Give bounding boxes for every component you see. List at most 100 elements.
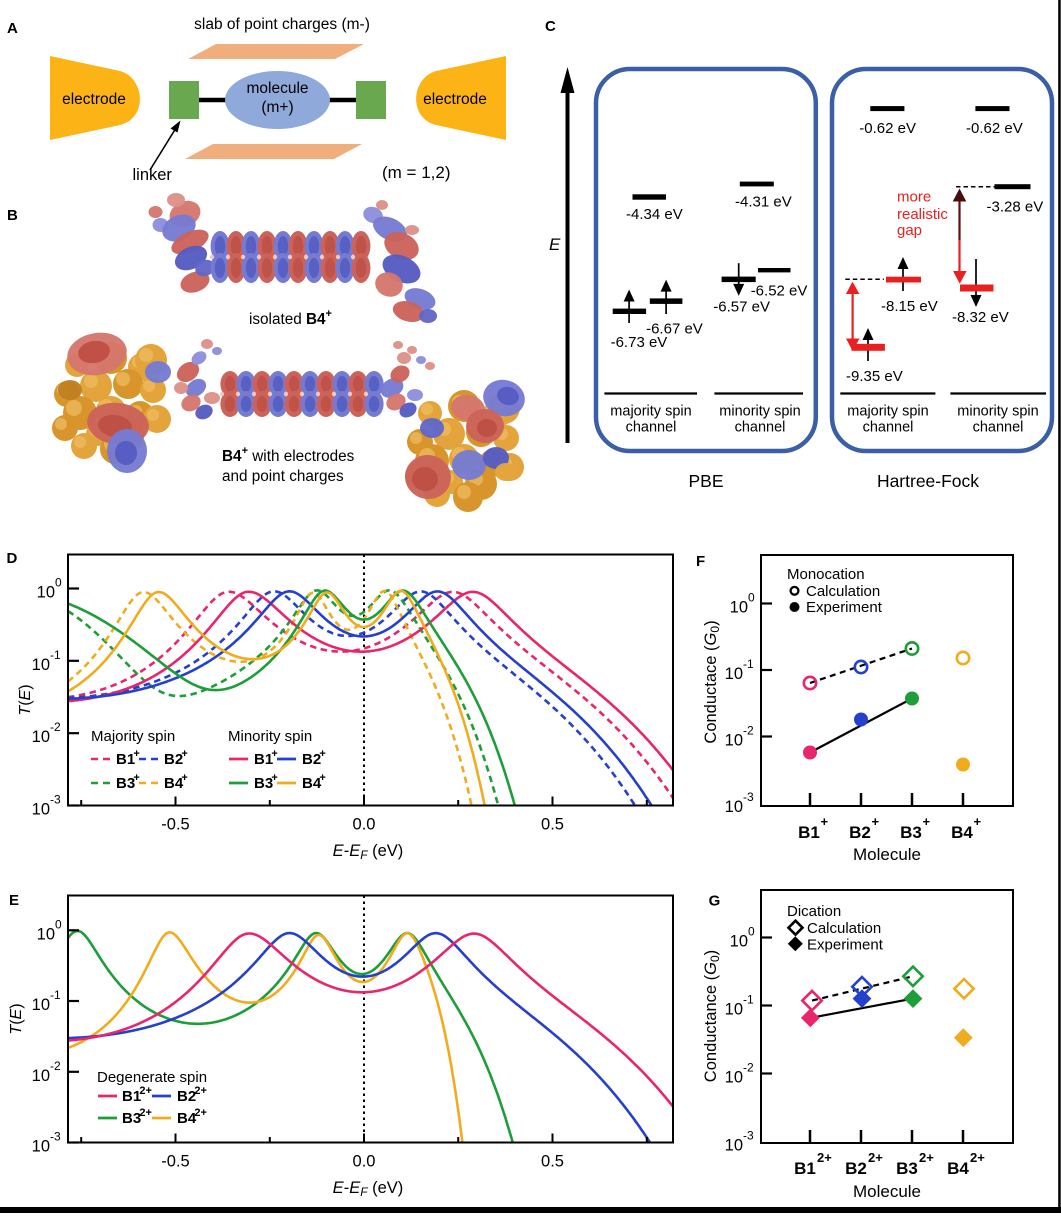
svg-text:B2: B2 bbox=[849, 823, 871, 842]
svg-text:0: 0 bbox=[55, 576, 62, 590]
svg-text:Molecule: Molecule bbox=[853, 1182, 921, 1201]
svg-text:-2: -2 bbox=[743, 1061, 754, 1075]
svg-text:channel: channel bbox=[735, 420, 786, 436]
svg-text:+: + bbox=[872, 814, 880, 829]
svg-text:B3: B3 bbox=[896, 1159, 918, 1178]
svg-text:Degenerate spin: Degenerate spin bbox=[97, 1069, 207, 1086]
svg-text:T(E): T(E) bbox=[8, 1003, 25, 1034]
svg-text:-0.62 eV: -0.62 eV bbox=[859, 120, 916, 137]
svg-text:Calculation: Calculation bbox=[806, 583, 880, 600]
svg-text:majority spin: majority spin bbox=[610, 404, 691, 420]
svg-text:A: A bbox=[7, 20, 18, 37]
svg-text:linker: linker bbox=[133, 166, 173, 184]
svg-text:minority spin: minority spin bbox=[719, 404, 800, 420]
svg-text:-8.15 eV: -8.15 eV bbox=[881, 298, 938, 315]
svg-text:-1: -1 bbox=[743, 993, 754, 1007]
svg-text:0: 0 bbox=[748, 925, 755, 939]
svg-text:B: B bbox=[7, 207, 18, 224]
svg-text:B4: B4 bbox=[164, 775, 184, 792]
svg-text:-4.34 eV: -4.34 eV bbox=[626, 206, 683, 223]
svg-text:-2: -2 bbox=[50, 1059, 61, 1073]
svg-text:+: + bbox=[923, 814, 931, 829]
svg-text:B1: B1 bbox=[254, 751, 273, 768]
svg-text:B4: B4 bbox=[177, 1110, 197, 1127]
svg-text:+: + bbox=[319, 772, 325, 784]
svg-text:Hartree-Fock: Hartree-Fock bbox=[877, 471, 979, 491]
svg-text:Calculation: Calculation bbox=[807, 920, 881, 937]
svg-text:T(E): T(E) bbox=[17, 684, 34, 715]
svg-text:E-EF (eV): E-EF (eV) bbox=[333, 1179, 404, 1199]
svg-text:(m = 1,2): (m = 1,2) bbox=[382, 163, 451, 182]
svg-text:0.5: 0.5 bbox=[541, 816, 564, 834]
svg-text:+: + bbox=[133, 772, 139, 784]
svg-text:B2: B2 bbox=[302, 751, 321, 768]
svg-text:+: + bbox=[271, 748, 277, 760]
svg-text:E-EF (eV): E-EF (eV) bbox=[333, 842, 404, 862]
svg-text:-0.5: -0.5 bbox=[161, 816, 189, 834]
svg-text:B1: B1 bbox=[116, 751, 135, 768]
svg-text:10: 10 bbox=[32, 1137, 50, 1155]
svg-text:and point charges: and point charges bbox=[222, 468, 344, 485]
svg-text:2+: 2+ bbox=[139, 1107, 152, 1119]
svg-text:-0.5: -0.5 bbox=[161, 1153, 189, 1171]
svg-text:10: 10 bbox=[32, 800, 50, 818]
svg-text:E: E bbox=[9, 892, 19, 909]
svg-text:Minority spin: Minority spin bbox=[228, 728, 312, 745]
svg-text:2+: 2+ bbox=[139, 1085, 152, 1097]
svg-text:Conductance (G0): Conductance (G0) bbox=[702, 950, 722, 1082]
svg-text:B3: B3 bbox=[254, 775, 273, 792]
svg-text:gap: gap bbox=[897, 222, 922, 239]
svg-text:-6.67 eV: -6.67 eV bbox=[646, 321, 703, 338]
svg-text:-2: -2 bbox=[743, 724, 754, 738]
svg-text:B2: B2 bbox=[845, 1159, 867, 1178]
svg-text:10: 10 bbox=[32, 1067, 50, 1085]
svg-text:G: G bbox=[709, 893, 721, 910]
svg-text:F: F bbox=[696, 553, 705, 570]
svg-text:+: + bbox=[821, 814, 829, 829]
svg-text:slab of point charges (m-): slab of point charges (m-) bbox=[194, 16, 370, 33]
svg-text:-3: -3 bbox=[50, 1129, 61, 1143]
svg-text:10: 10 bbox=[32, 728, 50, 746]
svg-text:2+: 2+ bbox=[919, 1150, 934, 1165]
svg-text:(m+): (m+) bbox=[261, 99, 293, 116]
svg-text:more: more bbox=[897, 189, 931, 206]
svg-text:10: 10 bbox=[32, 996, 50, 1014]
svg-text:B1: B1 bbox=[122, 1088, 141, 1105]
svg-text:+: + bbox=[319, 748, 325, 760]
svg-text:+: + bbox=[974, 814, 982, 829]
svg-text:-9.35 eV: -9.35 eV bbox=[846, 368, 903, 385]
svg-text:B4: B4 bbox=[302, 775, 322, 792]
svg-text:Dication: Dication bbox=[787, 903, 841, 920]
svg-text:+: + bbox=[271, 772, 277, 784]
svg-text:B4: B4 bbox=[947, 1159, 969, 1178]
svg-text:-3: -3 bbox=[743, 1129, 754, 1143]
svg-text:2+: 2+ bbox=[194, 1107, 207, 1119]
svg-text:B2: B2 bbox=[177, 1088, 196, 1105]
svg-text:B1: B1 bbox=[794, 1159, 816, 1178]
svg-text:electrode: electrode bbox=[423, 91, 487, 108]
svg-text:Conductace (G0): Conductace (G0) bbox=[702, 620, 722, 743]
svg-text:D: D bbox=[7, 550, 18, 567]
svg-text:B4+ with electrodes: B4+ with electrodes bbox=[222, 445, 355, 465]
svg-text:0: 0 bbox=[748, 591, 755, 605]
svg-text:10: 10 bbox=[730, 599, 748, 617]
svg-text:channel: channel bbox=[863, 420, 914, 436]
svg-text:10: 10 bbox=[725, 798, 743, 816]
svg-text:10: 10 bbox=[725, 665, 743, 683]
svg-text:+: + bbox=[133, 748, 139, 760]
svg-text:majority spin: majority spin bbox=[847, 404, 928, 420]
svg-text:-6.52 eV: -6.52 eV bbox=[751, 283, 808, 300]
svg-text:-8.32 eV: -8.32 eV bbox=[952, 309, 1009, 326]
svg-text:isolated B4+: isolated B4+ bbox=[249, 308, 332, 328]
svg-text:0.5: 0.5 bbox=[541, 1153, 564, 1171]
svg-text:-6.57 eV: -6.57 eV bbox=[713, 299, 770, 316]
svg-text:B2: B2 bbox=[164, 751, 183, 768]
svg-text:+: + bbox=[181, 748, 187, 760]
svg-text:PBE: PBE bbox=[688, 471, 723, 491]
svg-text:B1: B1 bbox=[798, 823, 820, 842]
svg-text:-3: -3 bbox=[743, 790, 754, 804]
svg-text:10: 10 bbox=[37, 925, 55, 943]
svg-text:10: 10 bbox=[730, 933, 748, 951]
svg-text:10: 10 bbox=[725, 1137, 743, 1155]
svg-text:+: + bbox=[181, 772, 187, 784]
